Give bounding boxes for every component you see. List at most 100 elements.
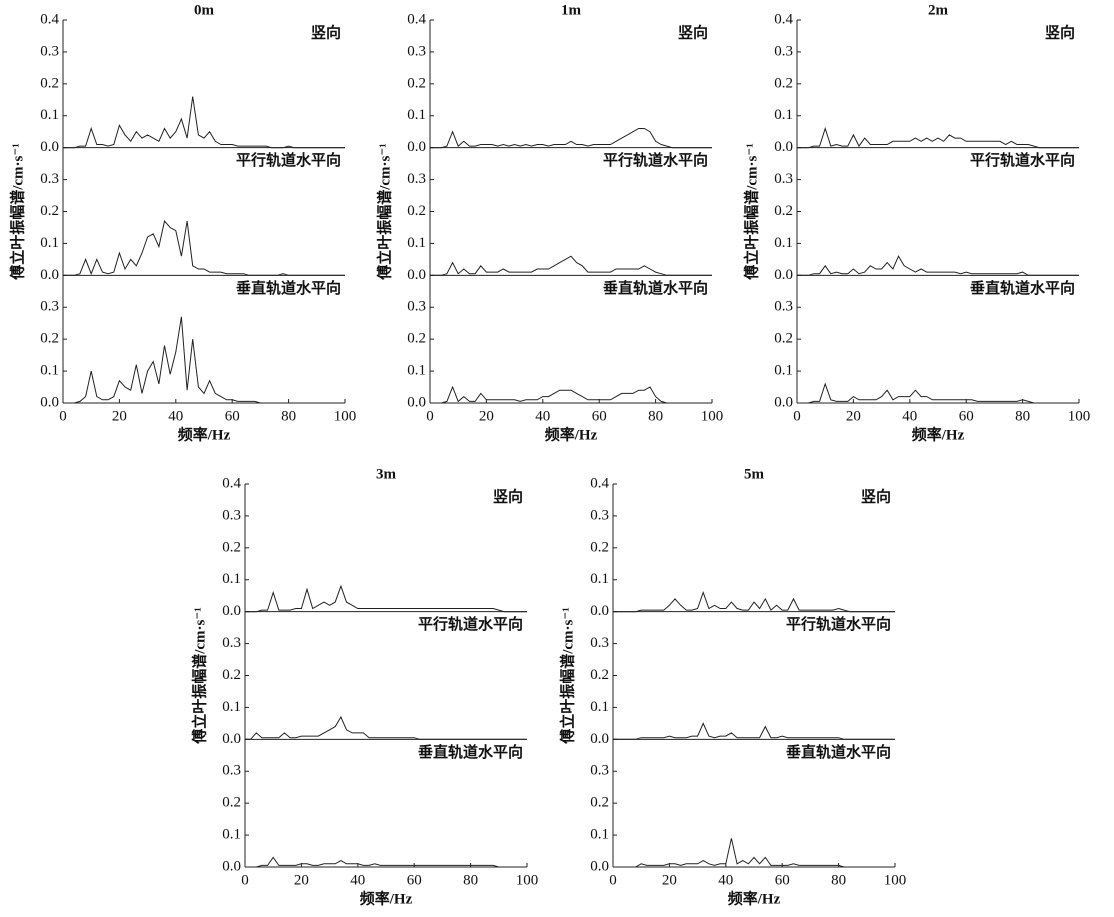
- spectrum-line: [63, 316, 345, 404]
- y-tick-label: 0.0: [222, 603, 241, 619]
- x-tick-label: 20: [479, 408, 494, 424]
- y-tick-label: 0.0: [774, 267, 793, 283]
- y-axis-label: 傅立叶振幅谱/cm·s⁻¹: [375, 143, 393, 281]
- y-tick-label: 0.0: [407, 267, 426, 283]
- y-tick-label: 0.2: [774, 331, 793, 347]
- spectrum-line: [63, 220, 345, 276]
- y-axis-label: 傅立叶振幅谱/cm·s⁻¹: [190, 607, 208, 745]
- y-tick-label: 0.1: [774, 107, 793, 123]
- subplot-label: 垂直轨道水平向: [236, 279, 341, 297]
- spectrum-line: [797, 382, 1079, 404]
- y-tick-label: 0.4: [774, 11, 793, 27]
- spectrum-line: [797, 255, 1079, 276]
- y-tick-label: 0.0: [40, 394, 59, 410]
- y-tick-label: 0.2: [222, 539, 241, 555]
- spectrum-line: [430, 128, 712, 149]
- x-tick-label: 60: [225, 408, 240, 424]
- y-tick-label: 0.3: [590, 635, 609, 651]
- y-tick-label: 0.3: [40, 43, 59, 59]
- y-tick-label: 0.2: [774, 75, 793, 91]
- y-tick-label: 0.0: [590, 858, 609, 874]
- y-axis-label: 傅立叶振幅谱/cm·s⁻¹: [8, 143, 26, 281]
- y-tick-label: 0.2: [774, 203, 793, 219]
- x-tick-label: 60: [407, 872, 422, 888]
- y-tick-label: 0.2: [590, 667, 609, 683]
- y-tick-label: 0.1: [590, 571, 609, 587]
- y-tick-label: 0.1: [222, 827, 241, 843]
- x-tick-label: 80: [281, 408, 296, 424]
- y-tick-label: 0.3: [40, 171, 59, 187]
- y-tick-label: 0.2: [590, 795, 609, 811]
- y-tick-label: 0.3: [40, 299, 59, 315]
- y-tick-label: 0.3: [774, 299, 793, 315]
- y-tick-label: 0.1: [590, 699, 609, 715]
- y-tick-label: 0.2: [222, 667, 241, 683]
- y-tick-label: 0.0: [590, 731, 609, 747]
- subplot-label: 平行轨道水平向: [418, 615, 523, 633]
- subplot-label: 垂直轨道水平向: [786, 743, 891, 761]
- y-tick-label: 0.1: [407, 107, 426, 123]
- subplot-label: 竖向: [678, 23, 708, 41]
- subplot-label: 竖向: [861, 487, 891, 505]
- x-tick-label: 40: [902, 408, 917, 424]
- spectrum-line: [245, 856, 527, 868]
- x-axis-label: 频率/Hz: [545, 425, 598, 443]
- x-axis-label: 频率/Hz: [178, 425, 231, 443]
- y-tick-label: 0.3: [590, 763, 609, 779]
- y-tick-label: 0.1: [40, 235, 59, 251]
- x-axis-label: 频率/Hz: [912, 425, 965, 443]
- y-tick-label: 0.2: [407, 203, 426, 219]
- y-tick-label: 0.0: [222, 731, 241, 747]
- spectrum-line: [430, 385, 712, 404]
- y-tick-label: 0.0: [40, 267, 59, 283]
- x-tick-label: 100: [334, 408, 357, 424]
- y-tick-label: 0.2: [40, 203, 59, 219]
- panel-title: 1m: [561, 2, 582, 18]
- y-tick-label: 0.3: [774, 43, 793, 59]
- x-tick-label: 0: [59, 408, 67, 424]
- y-tick-label: 0.3: [222, 763, 241, 779]
- subplot-label: 竖向: [1045, 23, 1075, 41]
- y-tick-label: 0.4: [590, 475, 609, 491]
- y-tick-label: 0.3: [407, 43, 426, 59]
- spectrum-line: [797, 126, 1079, 149]
- x-tick-label: 0: [609, 872, 617, 888]
- x-tick-label: 40: [718, 872, 733, 888]
- y-tick-label: 0.1: [590, 827, 609, 843]
- panel-title: 3m: [376, 466, 397, 482]
- spectrum-line: [613, 722, 895, 740]
- spectrum-line: [613, 838, 895, 868]
- x-tick-label: 20: [112, 408, 127, 424]
- subplot-label: 平行轨道水平向: [786, 615, 891, 633]
- y-tick-label: 0.2: [407, 75, 426, 91]
- x-tick-label: 20: [662, 872, 677, 888]
- x-tick-label: 100: [701, 408, 724, 424]
- y-tick-label: 0.1: [774, 363, 793, 379]
- x-axis-label: 频率/Hz: [728, 889, 781, 907]
- y-tick-label: 0.4: [222, 475, 241, 491]
- y-tick-label: 0.2: [40, 331, 59, 347]
- y-axis-label: 傅立叶振幅谱/cm·s⁻¹: [558, 607, 576, 745]
- y-tick-label: 0.3: [222, 635, 241, 651]
- y-tick-label: 0.1: [40, 107, 59, 123]
- y-tick-label: 0.1: [407, 363, 426, 379]
- x-tick-label: 0: [241, 872, 249, 888]
- x-tick-label: 40: [535, 408, 550, 424]
- x-tick-label: 0: [793, 408, 801, 424]
- spectrum-line: [613, 590, 895, 613]
- y-tick-label: 0.0: [407, 394, 426, 410]
- subplot-label: 竖向: [311, 23, 341, 41]
- panel-title: 2m: [928, 2, 949, 18]
- x-tick-label: 100: [884, 872, 907, 888]
- x-tick-label: 60: [775, 872, 790, 888]
- panel-title: 5m: [744, 466, 765, 482]
- y-tick-label: 0.0: [407, 139, 426, 155]
- x-tick-label: 100: [516, 872, 539, 888]
- y-tick-label: 0.0: [774, 139, 793, 155]
- y-tick-label: 0.3: [407, 171, 426, 187]
- y-axis-label: 傅立叶振幅谱/cm·s⁻¹: [742, 143, 760, 281]
- y-tick-label: 0.4: [40, 11, 59, 27]
- x-tick-label: 100: [1068, 408, 1091, 424]
- x-axis-label: 频率/Hz: [360, 889, 413, 907]
- spectrum-line: [63, 96, 345, 149]
